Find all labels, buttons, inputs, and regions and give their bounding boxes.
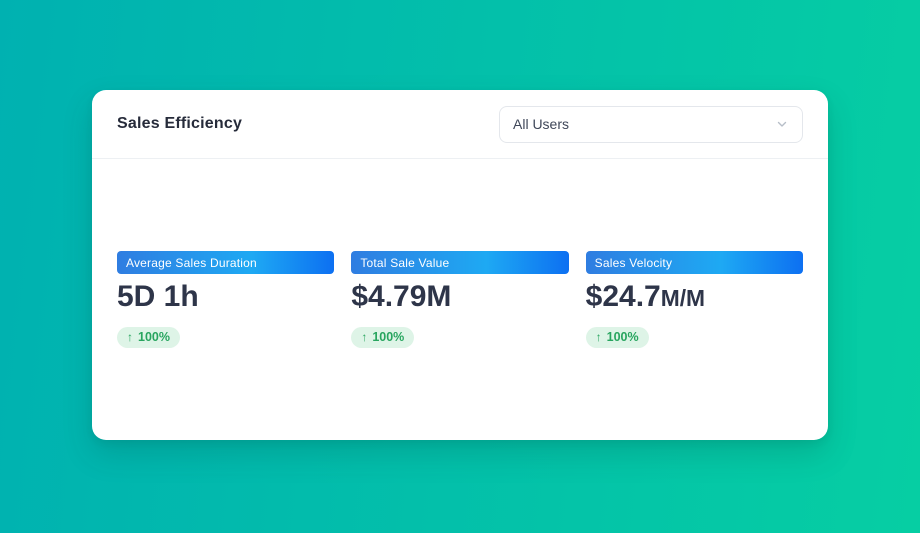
- change-badge: ↑ 100%: [117, 326, 180, 348]
- chevron-down-icon: [775, 117, 789, 131]
- arrow-up-icon: ↑: [127, 329, 133, 344]
- metric-value: $4.79M: [351, 280, 568, 315]
- change-badge: ↑ 100%: [351, 326, 415, 348]
- arrow-up-icon: ↑: [361, 329, 368, 344]
- metric-value-main: $4.79M: [351, 280, 452, 313]
- metric-total-sale-value: Total Sale Value $4.79M ↑ 100%: [351, 251, 569, 348]
- metric-value: 5D 1h: [117, 280, 334, 315]
- metric-value-main: $24.7: [585, 280, 661, 313]
- card-body: Average Sales Duration 5D 1h ↑ 100% Tota…: [92, 159, 828, 440]
- metric-label-badge: Total Sale Value: [351, 251, 569, 274]
- change-value: 100%: [372, 329, 405, 344]
- change-value: 100%: [606, 329, 639, 344]
- change-value: 100%: [138, 329, 170, 344]
- user-filter-selected-value: All Users: [513, 116, 570, 132]
- metric-label-badge: Sales Velocity: [585, 251, 803, 274]
- arrow-up-icon: ↑: [595, 329, 602, 344]
- metric-value-main: 5D 1h: [117, 280, 199, 313]
- sales-efficiency-card: Sales Efficiency All Users Average Sales…: [92, 90, 828, 440]
- change-badge: ↑ 100%: [585, 326, 649, 348]
- card-header: Sales Efficiency All Users: [92, 90, 828, 159]
- page-title: Sales Efficiency: [117, 115, 243, 132]
- metric-value: $24.7M/M: [586, 280, 803, 315]
- metric-value-suffix: M/M: [660, 285, 706, 311]
- metric-sales-velocity: Sales Velocity $24.7M/M ↑ 100%: [585, 251, 803, 348]
- user-filter-dropdown[interactable]: All Users: [499, 105, 803, 143]
- metrics-row: Average Sales Duration 5D 1h ↑ 100% Tota…: [117, 251, 803, 348]
- metric-average-sales-duration: Average Sales Duration 5D 1h ↑ 100%: [117, 251, 335, 348]
- metric-label-badge: Average Sales Duration: [117, 251, 335, 274]
